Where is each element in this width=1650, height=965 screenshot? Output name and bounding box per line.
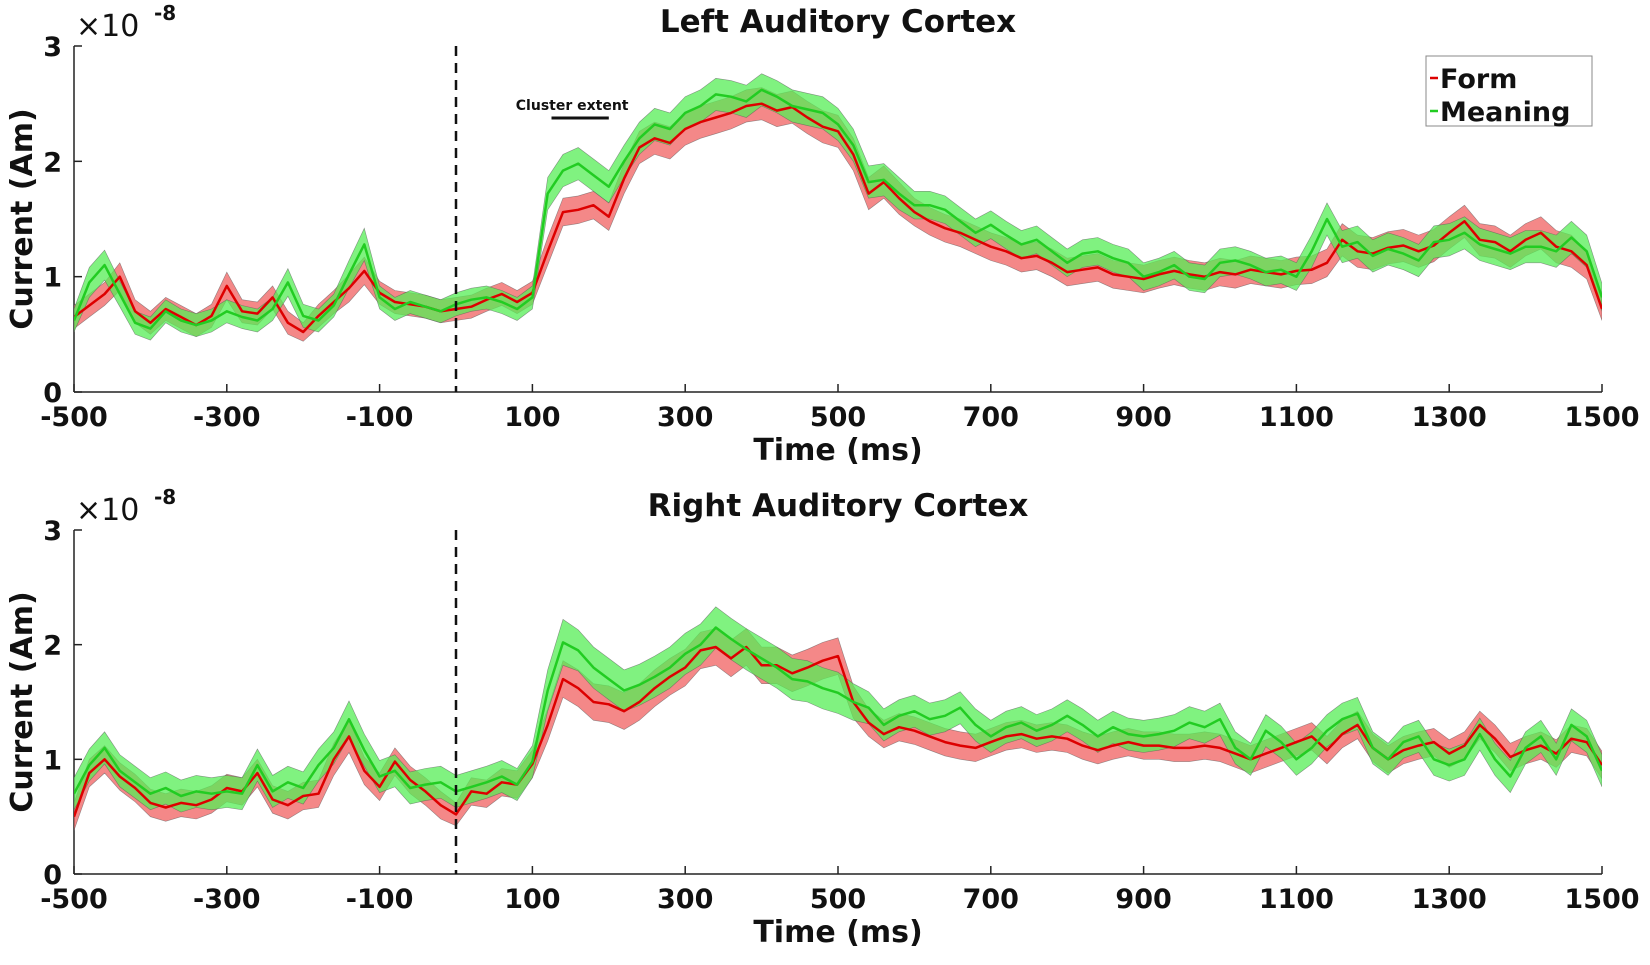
series-band-form xyxy=(74,87,1602,342)
x-tick-label: 300 xyxy=(657,402,713,433)
y-multiplier: ×10 xyxy=(76,9,139,44)
x-tick-label: -500 xyxy=(40,402,108,433)
x-tick-label: -300 xyxy=(193,402,261,433)
x-tick-label: 1300 xyxy=(1412,884,1487,915)
y-tick-label: 1 xyxy=(43,745,62,776)
x-tick-label: 1300 xyxy=(1412,402,1487,433)
chart-title: Right Auditory Cortex xyxy=(648,488,1029,524)
series-band-meaning xyxy=(74,606,1602,813)
legend-label-form: Form xyxy=(1440,64,1517,95)
x-tick-label: -300 xyxy=(193,884,261,915)
x-tick-label: 900 xyxy=(1115,402,1171,433)
series-band-meaning xyxy=(74,73,1602,341)
plot-area xyxy=(74,606,1602,831)
y-tick-label: 3 xyxy=(43,516,62,547)
y-multiplier-exponent: -8 xyxy=(154,485,176,509)
y-axis-label: Current (Am) xyxy=(5,591,40,812)
legend-box xyxy=(1425,55,1593,127)
x-tick-label: 1500 xyxy=(1564,884,1639,915)
x-tick-label: 1100 xyxy=(1259,402,1334,433)
x-tick-label: 1100 xyxy=(1259,884,1334,915)
series-line-form xyxy=(74,102,1602,334)
x-tick-label: 100 xyxy=(504,884,560,915)
y-tick-label: 0 xyxy=(43,378,62,409)
x-tick-label: 500 xyxy=(810,402,866,433)
chart-title: Left Auditory Cortex xyxy=(660,4,1016,40)
series-line-meaning xyxy=(74,88,1602,330)
x-tick-label: 700 xyxy=(963,884,1019,915)
x-tick-label: -100 xyxy=(346,402,414,433)
y-tick-label: 3 xyxy=(43,32,62,63)
y-tick-label: 2 xyxy=(43,631,62,662)
x-axis-label: Time (ms) xyxy=(753,915,922,950)
series-line-form xyxy=(74,645,1602,818)
panel-0: -500 -300 -100 100 300 500 700 900 1100 1300 1500 0… xyxy=(5,1,1640,468)
y-multiplier-exponent: -8 xyxy=(154,1,176,25)
x-tick-label: 900 xyxy=(1115,884,1171,915)
x-tick-label: -100 xyxy=(346,884,414,915)
legend-label-meaning: Meaning xyxy=(1440,97,1570,128)
x-tick-label: 300 xyxy=(657,884,713,915)
x-tick-label: 1500 xyxy=(1564,402,1639,433)
x-axis-label: Time (ms) xyxy=(753,433,922,468)
y-tick-label: 2 xyxy=(43,147,62,178)
x-tick-label: 700 xyxy=(963,402,1019,433)
panel-1: -500 -300 -100 100 300 500 700 900 1100 1300 1500 0… xyxy=(5,485,1640,950)
x-tick-label: -500 xyxy=(40,884,108,915)
x-tick-label: 100 xyxy=(504,402,560,433)
y-multiplier: ×10 xyxy=(76,493,139,528)
y-tick-label: 0 xyxy=(43,860,62,891)
series-line-meaning xyxy=(74,626,1602,798)
y-axis-label: Current (Am) xyxy=(5,108,40,329)
cluster-extent-label: Cluster extent xyxy=(516,98,629,114)
x-tick-label: 500 xyxy=(810,884,866,915)
y-tick-label: 1 xyxy=(43,263,62,294)
plot-area xyxy=(74,73,1602,342)
